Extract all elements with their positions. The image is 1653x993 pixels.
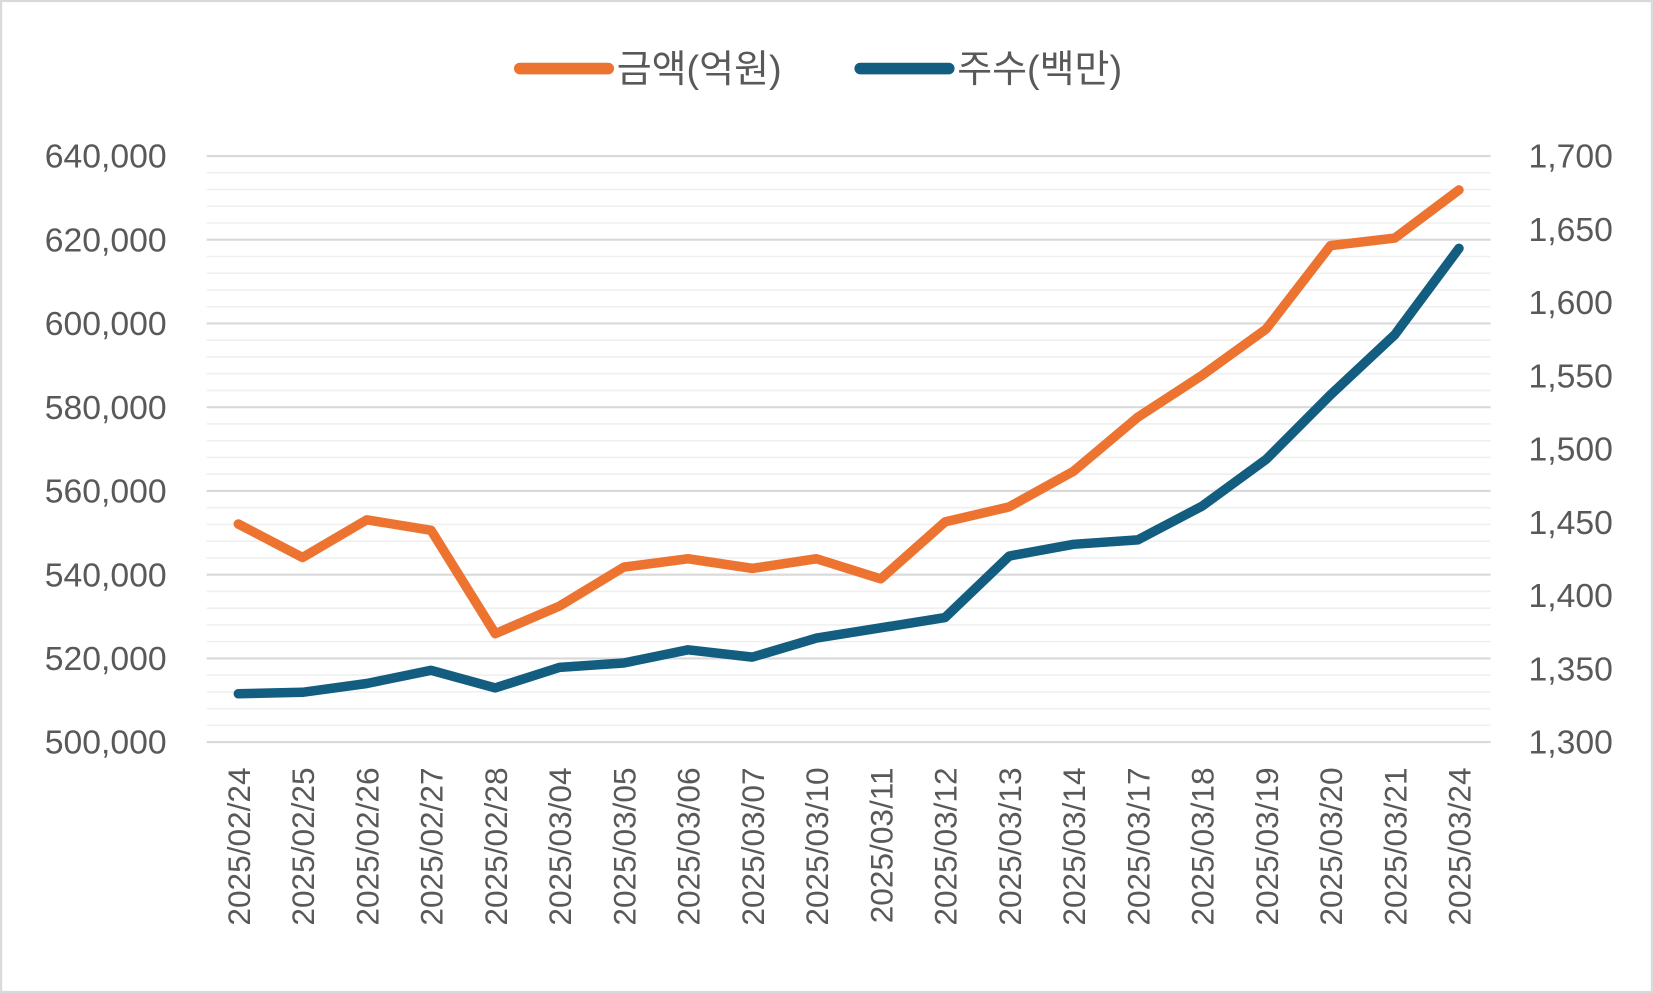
data-point: [1008, 555, 1010, 557]
left-tick-label: 500,000: [45, 724, 167, 762]
data-point: [1137, 539, 1139, 541]
x-tick-label: 2025/03/07: [735, 767, 771, 925]
x-tick-label: 2025/03/17: [1120, 767, 1156, 925]
data-point: [687, 649, 689, 651]
left-tick-label: 580,000: [45, 389, 167, 427]
data-point: [1072, 470, 1075, 472]
right-tick-label: 1,650: [1529, 211, 1613, 249]
x-tick-label: 2025/03/14: [1056, 767, 1092, 925]
x-tick-label: 2025/03/19: [1249, 767, 1285, 925]
data-point: [944, 617, 946, 619]
data-point: [880, 578, 882, 580]
data-point: [237, 523, 239, 525]
right-tick-label: 1,400: [1529, 577, 1613, 615]
data-point: [1394, 237, 1396, 239]
legend-label: 금액(억원): [617, 49, 782, 91]
left-tick-label: 520,000: [45, 640, 167, 678]
data-point: [494, 633, 496, 635]
legend-label: 주수(백만): [957, 49, 1122, 91]
data-point: [623, 662, 625, 664]
data-point: [494, 687, 496, 689]
left-axis-ticks: 500,000 520,000 540,000 560,000 580,000 600,0…: [45, 138, 167, 762]
data-point: [430, 529, 432, 531]
x-tick-label: 2025/03/21: [1377, 767, 1413, 925]
data-point: [302, 556, 304, 559]
data-point: [815, 558, 818, 560]
data-point: [1394, 334, 1396, 336]
x-tick-label: 2025/03/12: [928, 767, 964, 925]
data-point: [815, 637, 818, 639]
data-point: [1201, 505, 1203, 507]
x-tick-label: 2025/03/13: [992, 767, 1028, 925]
x-tick-label: 2025/03/20: [1313, 767, 1349, 925]
data-point: [751, 656, 753, 658]
legend-item: 금액(억원): [513, 49, 782, 91]
legend-item: 주수(백만): [854, 49, 1122, 91]
data-point: [558, 666, 561, 668]
right-tick-label: 1,500: [1529, 431, 1613, 469]
x-tick-label: 2025/03/24: [1442, 767, 1478, 925]
series-lines: [233, 185, 1464, 699]
x-tick-label: 2025/03/04: [542, 767, 578, 925]
data-point: [1265, 458, 1267, 460]
legend: 금액(억원) 주수(백만): [513, 49, 1122, 91]
data-point: [1329, 245, 1332, 247]
x-tick-label: 2025/02/25: [285, 767, 321, 925]
data-point: [237, 693, 239, 695]
x-tick-label: 2025/03/18: [1185, 767, 1221, 925]
x-tick-label: 2025/03/11: [863, 767, 899, 923]
right-tick-label: 1,450: [1529, 504, 1613, 542]
left-tick-label: 540,000: [45, 556, 167, 594]
right-axis-ticks: 1,300 1,350 1,400 1,450 1,500 1,550 1,600 1,650…: [1529, 138, 1613, 762]
right-tick-label: 1,350: [1529, 650, 1613, 688]
x-axis-ticks: 2025/02/24 2025/02/25 2025/02/26 2025/02/27…: [221, 767, 1478, 925]
right-tick-label: 1,600: [1529, 284, 1613, 322]
data-point: [430, 669, 432, 671]
left-tick-label: 560,000: [45, 473, 167, 511]
series-line: [233, 185, 1464, 639]
left-tick-label: 620,000: [45, 221, 167, 259]
right-tick-label: 1,300: [1529, 724, 1613, 762]
data-point: [1201, 374, 1203, 376]
left-tick-label: 640,000: [45, 138, 167, 176]
data-point: [944, 521, 946, 523]
x-tick-label: 2025/02/24: [221, 767, 257, 925]
data-point: [1137, 416, 1139, 418]
x-tick-label: 2025/02/27: [414, 767, 450, 925]
right-tick-label: 1,550: [1529, 357, 1613, 395]
data-point: [1008, 506, 1010, 508]
left-tick-label: 600,000: [45, 305, 167, 343]
data-point: [751, 567, 753, 569]
data-point: [880, 627, 882, 629]
data-point: [1458, 189, 1460, 191]
data-point: [366, 519, 368, 521]
x-tick-label: 2025/02/26: [349, 767, 385, 925]
series-line: [233, 243, 1464, 699]
x-tick-label: 2025/03/10: [799, 767, 835, 925]
data-point: [558, 605, 561, 607]
data-point: [687, 558, 689, 560]
x-tick-label: 2025/03/06: [671, 767, 707, 925]
data-point: [623, 566, 625, 568]
data-point: [366, 682, 368, 685]
gridlines: [206, 154, 1491, 744]
data-point: [1329, 394, 1332, 396]
x-tick-label: 2025/03/05: [606, 767, 642, 925]
data-point: [1072, 543, 1075, 545]
right-tick-label: 1,700: [1529, 138, 1613, 176]
data-point: [1265, 328, 1267, 330]
x-tick-label: 2025/02/28: [478, 767, 514, 925]
data-point: [302, 691, 304, 693]
data-point: [1458, 247, 1460, 249]
